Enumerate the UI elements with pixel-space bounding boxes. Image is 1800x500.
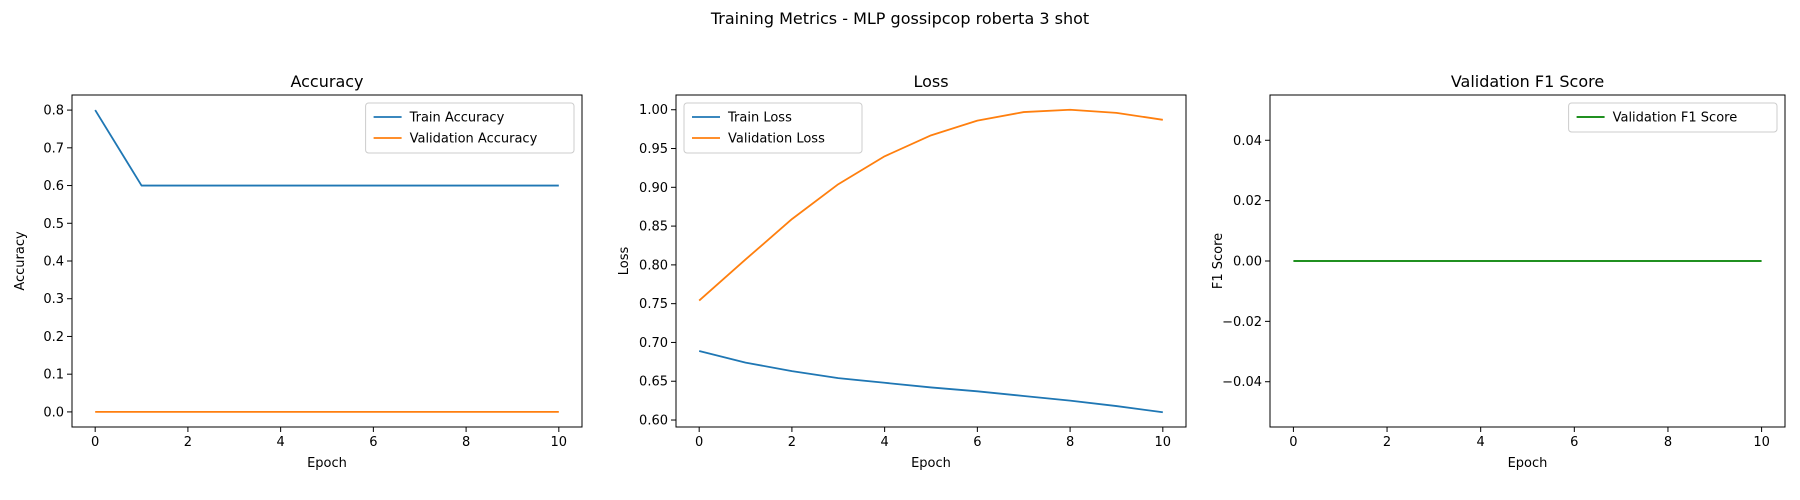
legend-label: Validation Accuracy (410, 132, 538, 147)
x-tick-label: 4 (1477, 435, 1485, 450)
legend-label: Validation F1 Score (1613, 111, 1738, 126)
x-tick-label: 2 (184, 435, 192, 450)
y-tick-label: 0.04 (1233, 134, 1262, 149)
y-tick-label: 0.0 (43, 405, 64, 420)
y-tick-label: 0.80 (639, 258, 668, 273)
chart-2: Loss 0 2 4 6 8 10 0.60 0.65 0.70 0.75 0.80 0.85 0.90 0… (617, 72, 1187, 471)
legend-box (683, 102, 863, 154)
x-tick-label: 10 (551, 435, 568, 450)
y-tick-label: 0.3 (43, 292, 64, 307)
legend-label: Train Accuracy (409, 111, 505, 126)
y-tick-label: 0.95 (639, 142, 668, 157)
y-axis-label: Accuracy (13, 231, 28, 291)
x-tick-label: 10 (1155, 435, 1172, 450)
y-tick-label: 0.8 (43, 104, 64, 119)
legend-label: Train Loss (727, 111, 792, 126)
y-tick-label: 0.7 (43, 141, 64, 156)
x-tick-label: 6 (369, 435, 377, 450)
x-tick-label: 0 (91, 435, 99, 450)
plot-frame (1269, 94, 1786, 428)
x-tick-label: 8 (1066, 435, 1074, 450)
x-tick-label: 2 (788, 435, 796, 450)
chart-title: Loss (913, 72, 948, 91)
x-tick-label: 2 (1383, 435, 1391, 450)
chart-title: Accuracy (290, 72, 363, 91)
x-tick-label: 4 (880, 435, 888, 450)
y-tick-label: −0.02 (1222, 315, 1262, 330)
x-tick-label: 4 (276, 435, 284, 450)
x-axis-label: Epoch (307, 456, 347, 471)
y-axis-label: Loss (617, 247, 632, 276)
chart-1: Accuracy 0 2 4 6 8 10 0.0 0.1 0.2 0.3 0.4 0.5 0.6 0.7 0… (13, 72, 583, 471)
y-tick-label: 0.90 (639, 181, 668, 196)
plot-frame (71, 94, 583, 428)
y-tick-label: 0.65 (639, 375, 668, 390)
x-tick-label: 6 (973, 435, 981, 450)
y-tick-label: 0.75 (639, 297, 668, 312)
y-tick-label: 0.1 (43, 368, 64, 383)
y-axis-label: F1 Score (1211, 233, 1226, 289)
x-tick-label: 0 (1289, 435, 1297, 450)
y-tick-label: 0.60 (639, 414, 668, 429)
legend-label: Validation Loss (728, 132, 825, 147)
y-tick-label: 0.2 (43, 330, 64, 345)
x-tick-label: 8 (462, 435, 470, 450)
legend: Train Loss Validation Loss (683, 102, 863, 154)
figure-title: Training Metrics - MLP gossipcop roberta… (710, 9, 1089, 28)
series-line-validation-loss (698, 108, 1163, 302)
legend-box (1568, 102, 1778, 133)
y-tick-label: 0.02 (1233, 194, 1262, 209)
y-tick-label: 0.6 (43, 179, 64, 194)
y-tick-label: 0.00 (1233, 255, 1262, 270)
series-line-train-loss (698, 350, 1163, 414)
plot-frame (675, 94, 1187, 428)
legend-box (365, 102, 575, 154)
y-tick-label: 0.4 (43, 255, 64, 270)
y-tick-label: −0.04 (1222, 375, 1262, 390)
chart-title: Validation F1 Score (1451, 72, 1604, 91)
x-tick-label: 8 (1664, 435, 1672, 450)
x-axis-label: Epoch (911, 456, 951, 471)
x-tick-label: 10 (1753, 435, 1770, 450)
legend: Validation F1 Score (1568, 102, 1778, 133)
y-tick-label: 0.70 (639, 336, 668, 351)
x-tick-label: 0 (695, 435, 703, 450)
legend: Train Accuracy Validation Accuracy (365, 102, 575, 154)
y-tick-label: 0.5 (43, 217, 64, 232)
y-tick-label: 1.00 (639, 103, 668, 118)
y-tick-label: 0.85 (639, 220, 668, 235)
x-tick-label: 6 (1570, 435, 1578, 450)
series-line-train-accuracy (94, 109, 559, 187)
x-axis-label: Epoch (1508, 456, 1548, 471)
chart-3: Validation F1 Score 0 2 4 6 8 10 −0.04 −0.02 0.00… (1211, 72, 1786, 471)
